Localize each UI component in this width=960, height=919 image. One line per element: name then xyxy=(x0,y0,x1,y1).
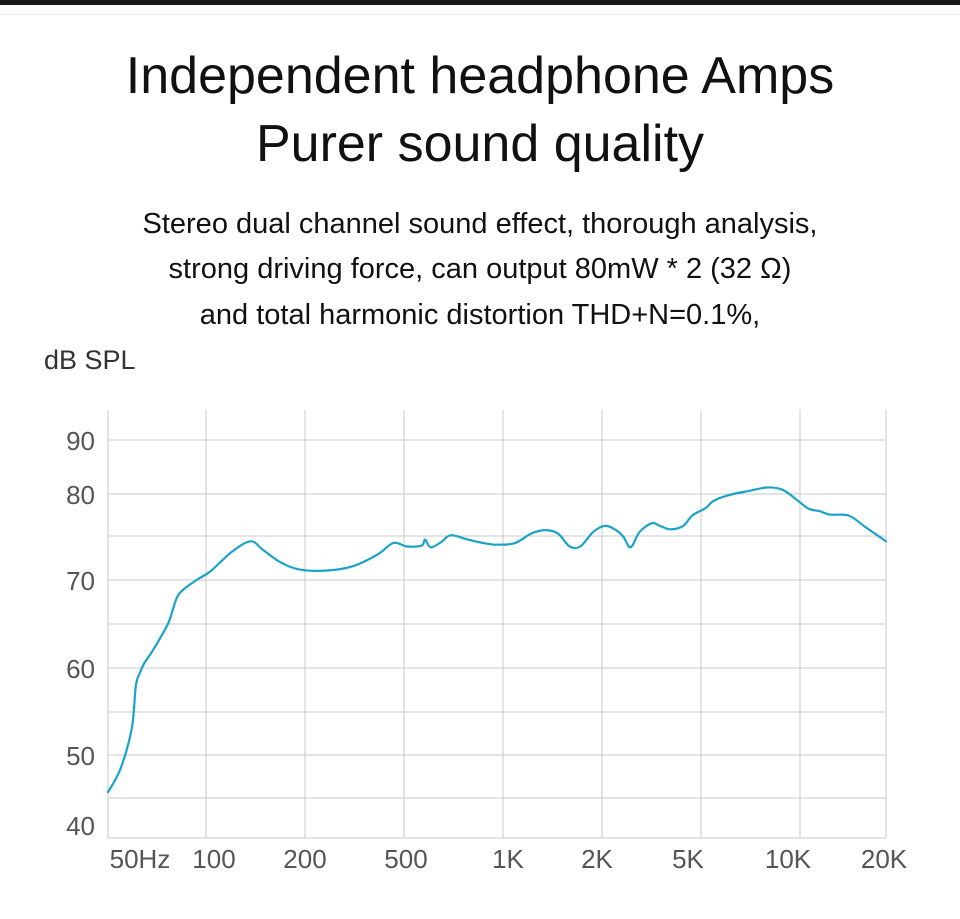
x-tick-label-500: 500 xyxy=(384,844,427,874)
y-tick-label-80: 80 xyxy=(66,480,95,510)
y-tick-label-60: 60 xyxy=(66,654,95,684)
y-tick-label-70: 70 xyxy=(66,566,95,596)
page-title-line-1: Independent headphone Amps xyxy=(125,47,835,105)
x-tick-label-100: 100 xyxy=(192,844,235,874)
x-tick-label-1K: 1K xyxy=(492,844,524,874)
x-tick-label-50Hz: 50Hz xyxy=(110,844,171,874)
x-tick-label-5K: 5K xyxy=(672,844,704,874)
y-tick-label-90: 90 xyxy=(66,426,95,456)
description-line-2: strong driving force, can output 80mW * … xyxy=(168,253,792,285)
x-tick-label-20K: 20K xyxy=(861,844,908,874)
y-tick-label-40: 40 xyxy=(66,811,95,841)
response-curve-line-0 xyxy=(106,486,888,794)
top-border xyxy=(0,0,960,5)
description-line-1: Stereo dual channel sound effect, thorou… xyxy=(142,208,818,240)
y-tick-label-50: 50 xyxy=(66,741,95,771)
top-divider xyxy=(0,14,960,15)
x-tick-label-200: 200 xyxy=(283,844,326,874)
y-axis-label: dB SPL xyxy=(44,345,136,375)
description-line-3: and total harmonic distortion THD+N=0.1%… xyxy=(199,299,761,331)
x-tick-label-2K: 2K xyxy=(581,844,613,874)
x-tick-label-10K: 10K xyxy=(765,844,812,874)
page-title-line-2: Purer sound quality xyxy=(255,115,705,173)
